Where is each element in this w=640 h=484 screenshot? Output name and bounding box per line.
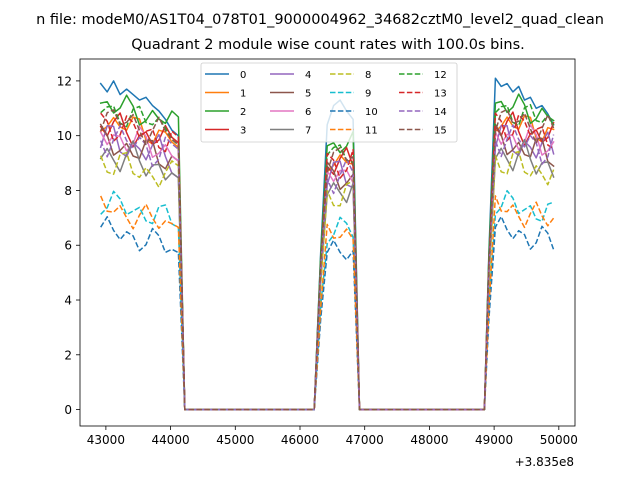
file-title: n file: modeM0/AS1T04_078T01_9000004962_… [36,12,604,28]
legend-label-11: 11 [365,126,378,137]
legend-label-1: 1 [240,89,246,100]
legend-label-10: 10 [365,107,378,118]
series-line-14 [100,124,555,411]
series-line-12 [100,103,555,411]
legend-label-4: 4 [305,70,311,81]
x-tick-label: 50000 [540,433,578,447]
legend-label-6: 6 [305,107,311,118]
legend-label-0: 0 [240,70,246,81]
series-line-10 [100,215,555,411]
legend-label-7: 7 [305,126,311,137]
legend-box [200,62,458,143]
x-tick-label: 46000 [281,433,319,447]
x-tick-label: 44000 [151,433,189,447]
y-tick-label: 0 [64,403,72,417]
x-tick-label: 43000 [87,433,125,447]
legend-label-13: 13 [434,89,447,100]
legend-label-2: 2 [240,107,246,118]
y-tick-label: 12 [57,74,72,88]
axes-frame [79,58,576,427]
legend-label-3: 3 [240,126,246,137]
series-line-9 [100,189,554,411]
x-offset-text: +3.835e8 [515,455,574,469]
y-tick-label: 6 [64,239,72,253]
legend-label-14: 14 [434,107,447,118]
axes: 43000 44000 45000 46000 47000 48000 49000 50000… [57,58,578,447]
legend-label-9: 9 [365,89,371,100]
series-line-1 [99,114,555,411]
legend-label-5: 5 [305,89,311,100]
y-tick-label: 10 [57,129,72,143]
series-line-15 [99,108,555,411]
series-line-5 [99,123,555,411]
chart-title: Quadrant 2 module wise count rates with … [131,37,525,53]
y-tick-label: 4 [64,294,72,308]
plot-area [99,77,555,411]
y-tick-label: 8 [64,184,72,198]
series-line-6 [99,123,555,411]
y-tick-label: 2 [64,348,72,362]
legend-label-8: 8 [365,70,371,81]
x-tick-label: 45000 [216,433,254,447]
legend-label-12: 12 [434,70,447,81]
series-line-3 [99,111,555,411]
x-tick-label: 48000 [410,433,448,447]
legend-label-15: 15 [434,126,447,137]
series-line-8 [100,150,555,411]
x-tick-label: 49000 [475,433,513,447]
series-line-2 [99,93,555,411]
series-line-13 [100,112,555,411]
x-tick-label: 47000 [346,433,384,447]
